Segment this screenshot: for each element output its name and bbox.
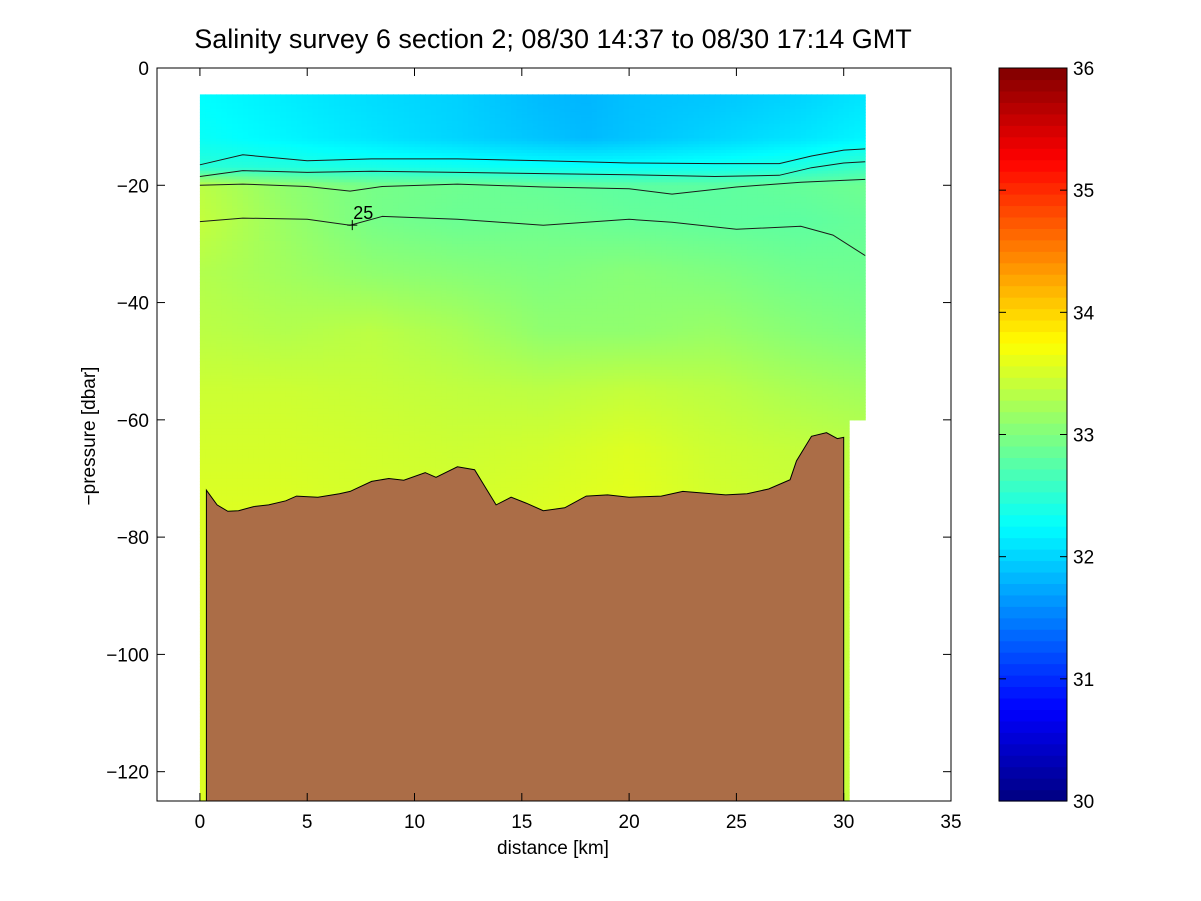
chart-title: Salinity survey 6 section 2; 08/30 14:37… xyxy=(194,24,911,54)
plot-area: 25 xyxy=(157,68,951,802)
figure: Salinity survey 6 section 2; 08/30 14:37… xyxy=(0,0,1201,901)
